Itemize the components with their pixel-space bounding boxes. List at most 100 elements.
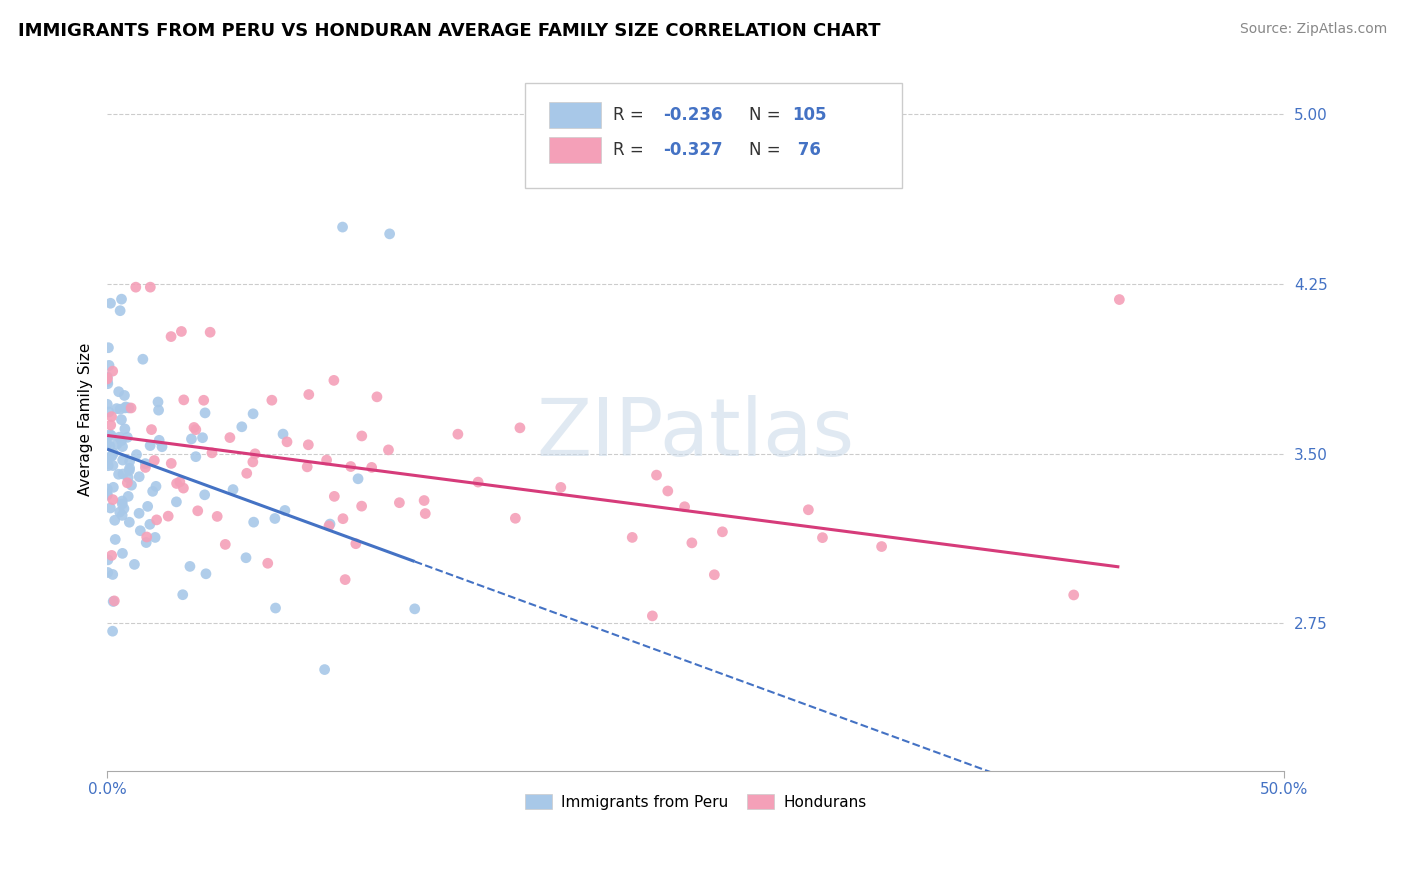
Point <box>118 515 141 529</box>
Point <box>214 537 236 551</box>
Legend: Immigrants from Peru, Hondurans: Immigrants from Peru, Hondurans <box>519 788 873 815</box>
Point <box>703 567 725 582</box>
FancyBboxPatch shape <box>548 102 602 128</box>
Point <box>103 594 125 608</box>
Point <box>849 163 872 178</box>
Point <box>118 401 141 415</box>
Point <box>98 439 121 453</box>
Point <box>111 453 134 467</box>
Point <box>124 558 146 572</box>
Point <box>242 515 264 529</box>
Text: ZIPatlas: ZIPatlas <box>537 394 855 473</box>
Point <box>194 488 217 502</box>
Point <box>96 453 118 467</box>
Point <box>96 430 118 444</box>
Point <box>141 423 163 437</box>
Point <box>318 519 340 533</box>
Point <box>242 407 264 421</box>
Point <box>298 387 321 401</box>
Point <box>145 479 167 493</box>
Point <box>315 453 337 467</box>
Point <box>114 401 136 415</box>
Point <box>235 467 257 481</box>
Point <box>101 458 124 473</box>
Point <box>101 624 124 639</box>
Text: R =: R = <box>613 141 650 159</box>
Point <box>100 296 122 310</box>
Point <box>184 423 207 437</box>
Point <box>107 467 129 482</box>
Point <box>222 483 245 497</box>
Text: Source: ZipAtlas.com: Source: ZipAtlas.com <box>1240 22 1388 37</box>
Point <box>550 480 572 494</box>
Point <box>125 280 148 294</box>
Point <box>96 370 118 384</box>
Point <box>110 292 132 306</box>
Point <box>194 566 217 581</box>
Text: R =: R = <box>613 106 650 124</box>
Point <box>111 508 134 523</box>
Text: IMMIGRANTS FROM PERU VS HONDURAN AVERAGE FAMILY SIZE CORRELATION CHART: IMMIGRANTS FROM PERU VS HONDURAN AVERAGE… <box>18 22 880 40</box>
FancyBboxPatch shape <box>548 136 602 163</box>
Point <box>111 440 134 454</box>
Point <box>118 461 141 475</box>
Point <box>242 455 264 469</box>
Point <box>105 437 128 451</box>
Point <box>193 393 215 408</box>
Point <box>128 506 150 520</box>
Text: N =: N = <box>748 141 786 159</box>
Point <box>1063 588 1085 602</box>
Point <box>148 434 170 448</box>
Point <box>117 470 139 484</box>
Point <box>201 446 224 460</box>
Text: -0.236: -0.236 <box>662 106 723 124</box>
Point <box>360 460 382 475</box>
Point <box>111 494 134 508</box>
Point <box>183 420 205 434</box>
Point <box>797 502 820 516</box>
Point <box>101 492 124 507</box>
Point <box>467 475 489 489</box>
Point <box>97 553 120 567</box>
Point <box>323 489 346 503</box>
Point <box>120 401 142 415</box>
Point <box>276 434 298 449</box>
Point <box>180 432 202 446</box>
Point <box>97 405 120 419</box>
Point <box>166 476 188 491</box>
Point <box>100 549 122 563</box>
Point <box>96 457 118 471</box>
Point <box>125 448 148 462</box>
Point <box>100 428 122 442</box>
Text: N =: N = <box>748 106 786 124</box>
Point <box>100 449 122 463</box>
Point <box>157 509 180 524</box>
Point <box>332 220 354 235</box>
Point <box>110 434 132 448</box>
Point <box>96 488 118 502</box>
Point <box>136 500 159 514</box>
Point <box>378 227 401 241</box>
Point <box>139 439 162 453</box>
Point <box>118 454 141 468</box>
Point <box>97 376 120 391</box>
Point <box>107 384 129 399</box>
Point <box>103 480 125 494</box>
Point <box>134 460 156 475</box>
Point <box>96 486 118 500</box>
Point <box>350 499 373 513</box>
Point <box>96 371 118 385</box>
Point <box>681 536 703 550</box>
Point <box>447 427 470 442</box>
Point <box>96 482 118 496</box>
Point <box>205 509 228 524</box>
Point <box>870 540 893 554</box>
Point <box>108 430 131 444</box>
Point <box>114 422 136 436</box>
Point <box>97 341 120 355</box>
Point <box>260 393 283 408</box>
Point <box>135 535 157 549</box>
Point <box>96 437 118 451</box>
Point <box>344 537 367 551</box>
Point <box>179 559 201 574</box>
